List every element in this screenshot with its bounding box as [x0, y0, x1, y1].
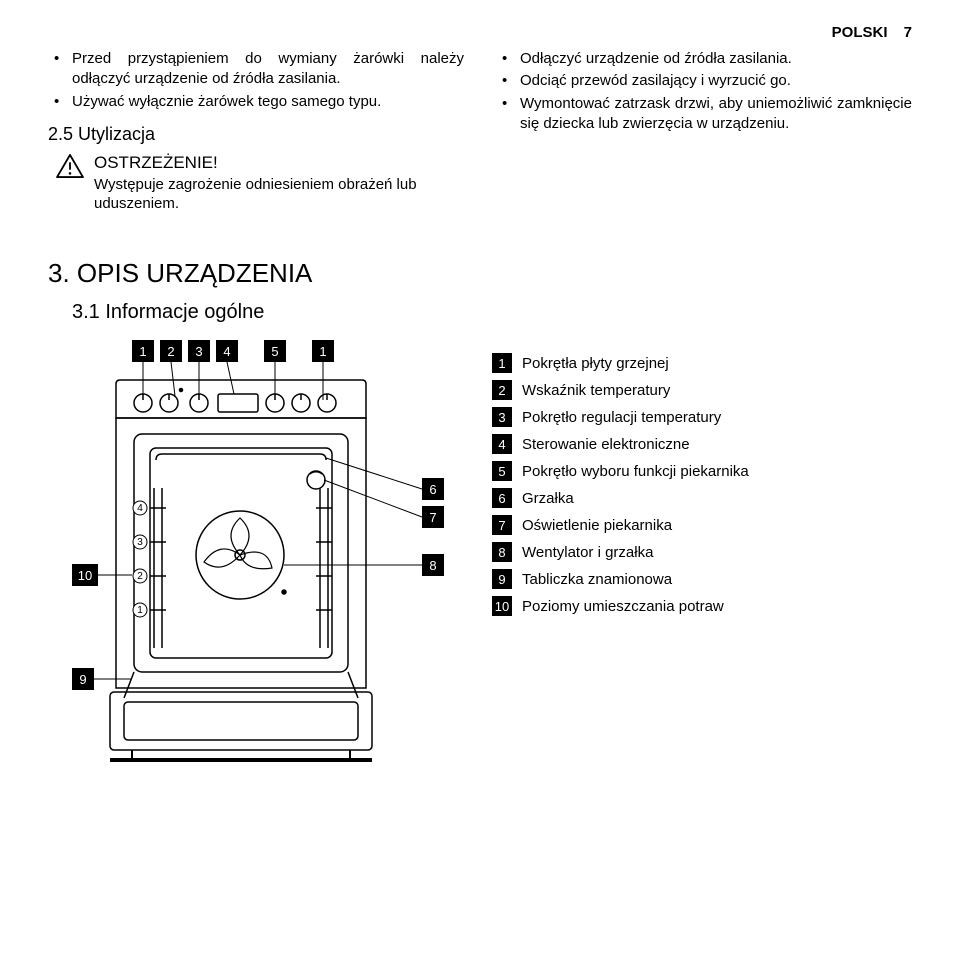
legend-num: 6	[492, 488, 512, 508]
legend-label: Sterowanie elektroniczne	[522, 431, 690, 458]
subhead-utylizacja: 2.5 Utylizacja	[48, 122, 464, 146]
legend-item: 9 Tabliczka znamionowa	[492, 566, 749, 593]
list-item: Wymontować zatrzask drzwi, aby uniemożli…	[496, 94, 912, 135]
legend-label: Wentylator i grzałka	[522, 539, 653, 566]
legend-label: Oświetlenie piekarnika	[522, 512, 672, 539]
warning-body: Występuje zagrożenie odniesieniem obraże…	[94, 175, 464, 214]
legend-label: Grzałka	[522, 485, 574, 512]
legend-num: 10	[492, 596, 512, 616]
legend-item: 6 Grzałka	[492, 485, 749, 512]
legend-item: 7 Oświetlenie piekarnika	[492, 512, 749, 539]
svg-text:1: 1	[137, 605, 143, 616]
svg-text:5: 5	[271, 344, 278, 359]
list-item: Używać wyłącznie żarówek tego samego typ…	[48, 92, 464, 112]
svg-text:1: 1	[319, 344, 326, 359]
svg-text:3: 3	[195, 344, 202, 359]
left-bullet-list: Przed przystąpieniem do wymiany żarówki …	[48, 49, 464, 112]
legend-item: 2 Wskaźnik temperatury	[492, 377, 749, 404]
diagram-row: 1 2 3 4 5 1	[48, 340, 912, 770]
legend-num: 7	[492, 515, 512, 535]
svg-text:1: 1	[139, 344, 146, 359]
legend-num: 2	[492, 380, 512, 400]
left-column: Przed przystąpieniem do wymiany żarówki …	[48, 49, 464, 214]
legend-label: Pokrętło wyboru funkcji piekarnika	[522, 458, 749, 485]
svg-text:9: 9	[79, 672, 86, 687]
oven-diagram: 1 2 3 4 5 1	[72, 340, 462, 770]
legend-item: 8 Wentylator i grzałka	[492, 539, 749, 566]
warning-title: OSTRZEŻENIE!	[94, 152, 464, 175]
legend-item: 3 Pokrętło regulacji temperatury	[492, 404, 749, 431]
legend-num: 9	[492, 569, 512, 589]
svg-text:4: 4	[137, 503, 143, 514]
svg-text:3: 3	[137, 537, 143, 548]
warning-block: OSTRZEŻENIE! Występuje zagrożenie odnies…	[48, 152, 464, 214]
page: POLSKI 7 Przed przystąpieniem do wymiany…	[0, 0, 960, 810]
legend-num: 5	[492, 461, 512, 481]
legend-item: 4 Sterowanie elektroniczne	[492, 431, 749, 458]
svg-text:8: 8	[429, 558, 436, 573]
warning-text: OSTRZEŻENIE! Występuje zagrożenie odnies…	[94, 152, 464, 214]
legend-label: Wskaźnik temperatury	[522, 377, 670, 404]
svg-text:2: 2	[167, 344, 174, 359]
list-item: Odłączyć urządzenie od źródła zasilania.	[496, 49, 912, 69]
svg-text:4: 4	[223, 344, 230, 359]
svg-text:7: 7	[429, 510, 436, 525]
list-item: Odciąć przewód zasilający i wyrzucić go.	[496, 71, 912, 91]
legend-num: 4	[492, 434, 512, 454]
svg-text:10: 10	[78, 568, 92, 583]
header-page-number: 7	[904, 24, 912, 41]
header-lang: POLSKI	[832, 24, 888, 41]
legend-num: 3	[492, 407, 512, 427]
list-item: Przed przystąpieniem do wymiany żarówki …	[48, 49, 464, 90]
legend-label: Pokrętło regulacji temperatury	[522, 404, 721, 431]
legend-item: 10 Poziomy umieszczania potraw	[492, 593, 749, 620]
legend-label: Poziomy umieszczania potraw	[522, 593, 724, 620]
legend-item: 5 Pokrętło wyboru funkcji piekarnika	[492, 458, 749, 485]
svg-text:6: 6	[429, 482, 436, 497]
legend-label: Pokrętła płyty grzejnej	[522, 350, 669, 377]
legend-num: 1	[492, 353, 512, 373]
section-heading: 3. OPIS URZĄDZENIA	[48, 258, 912, 289]
legend-num: 8	[492, 542, 512, 562]
legend-label: Tabliczka znamionowa	[522, 566, 672, 593]
legend-item: 1 Pokrętła płyty grzejnej	[492, 350, 749, 377]
right-column: Odłączyć urządzenie od źródła zasilania.…	[496, 49, 912, 214]
warning-icon	[56, 154, 84, 178]
subsection-heading: 3.1 Informacje ogólne	[72, 301, 912, 324]
page-header: POLSKI 7	[48, 24, 912, 41]
diagram-legend: 1 Pokrętła płyty grzejnej 2 Wskaźnik tempe…	[492, 350, 749, 620]
two-column-text: Przed przystąpieniem do wymiany żarówki …	[48, 49, 912, 214]
right-bullet-list: Odłączyć urządzenie od źródła zasilania.…	[496, 49, 912, 134]
svg-text:2: 2	[137, 571, 143, 582]
